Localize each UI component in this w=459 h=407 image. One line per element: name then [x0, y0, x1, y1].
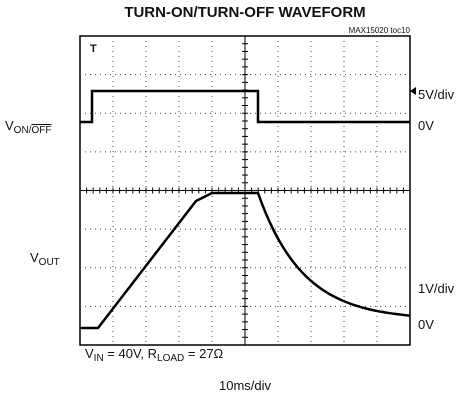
v: V: [85, 346, 94, 361]
vin-rest: = 40V, R: [104, 346, 157, 361]
ch1-scale: 5V/div: [418, 87, 455, 102]
ch1-zero: 0V: [418, 118, 434, 133]
vout-label: VOUT: [30, 250, 60, 268]
v: V: [30, 250, 39, 265]
sub-out: OUT: [39, 257, 60, 268]
figure-id: MAX15020 toc10: [349, 26, 411, 35]
vout-trace: [80, 191, 411, 330]
conditions: VIN = 40V, RLOAD = 27Ω: [85, 346, 224, 364]
von-off-label: VON/OFF: [5, 118, 51, 136]
sub-in: IN: [94, 353, 104, 364]
trigger-marker: T: [90, 43, 97, 55]
rload-rest: = 27Ω: [184, 346, 223, 361]
sub-off: OFF: [31, 125, 51, 136]
sub-on: ON/: [14, 125, 32, 136]
scope-grid: [79, 35, 411, 346]
time-scale: 10ms/div: [219, 378, 272, 393]
sub-load: LOAD: [157, 353, 184, 364]
von-off-trace: [80, 89, 410, 124]
ch2-zero: 0V: [418, 317, 434, 332]
ch2-scale: 1V/div: [418, 281, 455, 296]
title: TURN-ON/TURN-OFF WAVEFORM: [124, 4, 365, 21]
ch1-marker: [410, 87, 416, 95]
v: V: [5, 118, 14, 133]
